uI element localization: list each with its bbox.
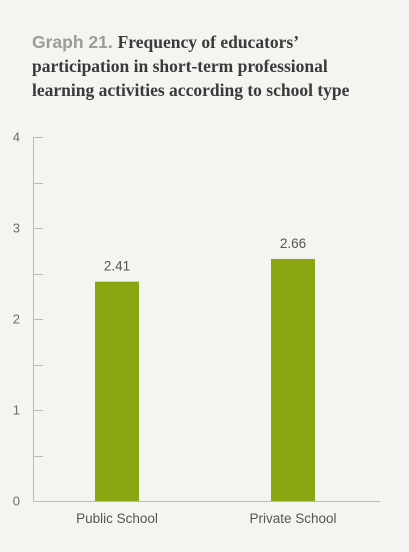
bar-0	[95, 281, 139, 501]
chart-title: Graph 21. Frequency of educators’ partic…	[32, 30, 392, 102]
graph-title-text: Frequency of educators’ participation in…	[32, 32, 350, 100]
category-label-1: Private School	[249, 511, 336, 526]
y-tick-label-3: 3	[13, 221, 20, 236]
data-label-1: 2.66	[280, 236, 306, 251]
data-label-0: 2.41	[104, 259, 130, 274]
y-tick-label-4: 4	[13, 130, 20, 145]
y-tick-label-2: 2	[13, 312, 20, 327]
category-label-0: Public School	[76, 511, 158, 526]
graph-number-label: Graph 21.	[32, 32, 113, 52]
y-tick-label-1: 1	[13, 403, 20, 418]
bar-1	[271, 258, 315, 501]
y-tick-label-0: 0	[13, 494, 20, 509]
